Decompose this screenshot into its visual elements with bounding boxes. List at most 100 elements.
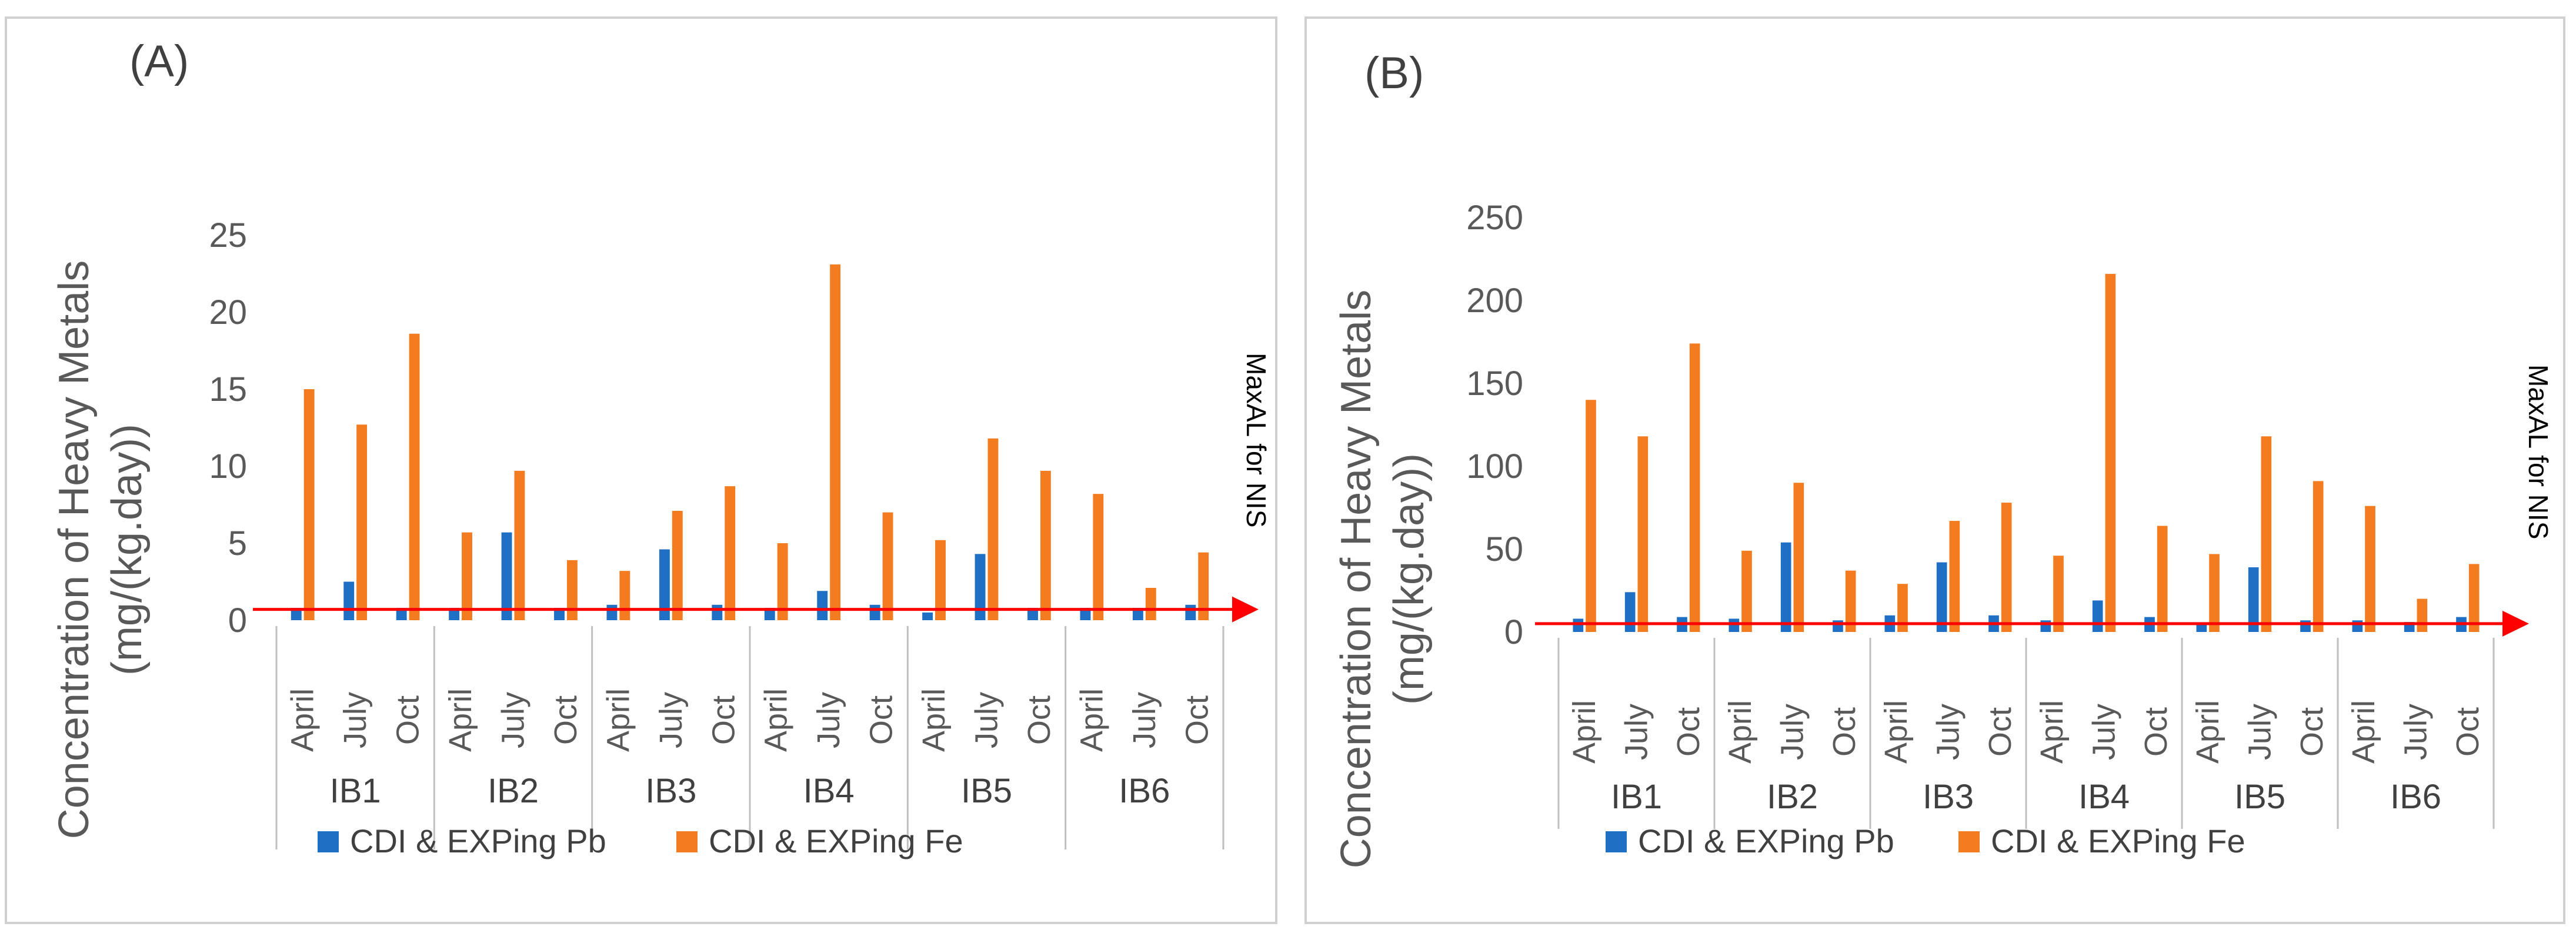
x-tick-label-month: Oct bbox=[1983, 707, 2018, 757]
bar-pb bbox=[922, 612, 933, 620]
bar-fe bbox=[1741, 550, 1752, 632]
bar-pb bbox=[396, 608, 407, 620]
x-tick-label-month: July bbox=[2398, 704, 2434, 760]
legend: CDI & EXPing Pb CDI & EXPing Fe bbox=[1606, 822, 2245, 859]
legend-swatch-pb bbox=[318, 831, 339, 852]
bar-fe bbox=[2105, 273, 2116, 632]
bar-pb bbox=[343, 581, 355, 620]
legend-label-fe: CDI & EXPing Fe bbox=[1991, 822, 2245, 859]
reference-line bbox=[1535, 610, 2529, 637]
x-axis: April July Oct April July Oct April July Oct Apri… bbox=[1557, 638, 2495, 829]
x-tick-label-group: IB4 bbox=[2078, 778, 2130, 816]
x-tick-label-group: IB6 bbox=[1119, 772, 1170, 810]
y-axis-label: Concentration of Heavy Metals (mg/(kg.da… bbox=[51, 260, 151, 839]
y-tick-label: 5 bbox=[228, 524, 247, 563]
legend-swatch-pb bbox=[1606, 831, 1627, 852]
bar-fe bbox=[777, 543, 788, 620]
x-tick-label-month: July bbox=[1775, 704, 1810, 760]
x-tick-label-month: Oct bbox=[1022, 695, 1057, 745]
bar-fe bbox=[672, 510, 683, 620]
y-tick-label: 10 bbox=[209, 447, 247, 486]
bar-fe bbox=[1637, 436, 1649, 632]
bar-pb bbox=[449, 608, 460, 620]
bar-fe bbox=[882, 512, 893, 620]
bar-pb bbox=[1027, 608, 1038, 620]
x-tick-label-month: Oct bbox=[1671, 707, 1706, 757]
bar-pb bbox=[291, 608, 302, 620]
x-tick-label-month: Oct bbox=[548, 695, 583, 745]
bars bbox=[1573, 273, 2480, 632]
x-tick-label-month: April bbox=[2346, 700, 2381, 764]
bar-pb bbox=[1624, 592, 1636, 632]
x-tick-label-month: July bbox=[1127, 692, 1162, 748]
legend-label-pb: CDI & EXPing Pb bbox=[350, 822, 606, 859]
bar-pb bbox=[2092, 600, 2103, 632]
x-tick-label-month: April bbox=[759, 688, 794, 752]
x-tick-label-month: July bbox=[496, 692, 531, 748]
x-tick-label-month: April bbox=[2190, 700, 2225, 764]
y-axis-label: Concentration of Heavy Metals (mg/(kg.da… bbox=[1333, 290, 1433, 868]
bar-fe bbox=[619, 571, 630, 620]
bar-fe bbox=[1145, 587, 1156, 620]
chart-frame bbox=[1304, 16, 2565, 924]
y-tick-label: 0 bbox=[1504, 613, 1523, 651]
bar-fe bbox=[566, 560, 578, 620]
reference-line-arrowhead bbox=[2502, 610, 2529, 637]
x-tick-label-month: Oct bbox=[706, 695, 741, 745]
x-tick-label-month: April bbox=[285, 688, 321, 752]
x-tick-label-month: July bbox=[653, 692, 689, 748]
x-tick-label-month: July bbox=[2243, 704, 2278, 760]
x-tick-label-month: April bbox=[916, 688, 952, 752]
panel-label: (A) bbox=[129, 36, 189, 86]
bar-pb bbox=[1185, 604, 1196, 620]
bar-fe bbox=[1897, 584, 1908, 632]
y-tick-label: 150 bbox=[1466, 364, 1523, 403]
y-ticks: 0 50 100 150 200 250 bbox=[1466, 199, 1523, 651]
x-tick-label-month: July bbox=[969, 692, 1005, 748]
bar-fe bbox=[1093, 494, 1104, 620]
x-tick-label-month: April bbox=[1723, 700, 1758, 764]
bar-fe bbox=[1586, 400, 1596, 632]
bar-pb bbox=[2300, 620, 2311, 632]
chart-b: (B) Concentration of Heavy Metals (mg/(k… bbox=[1304, 16, 2565, 924]
bar-fe bbox=[1793, 483, 1804, 632]
bar-fe bbox=[2468, 564, 2480, 632]
x-tick-label-group: IB6 bbox=[2390, 778, 2441, 816]
x-tick-label-month: April bbox=[1878, 700, 1914, 764]
reference-line-arrowhead bbox=[1232, 596, 1259, 623]
bar-pb bbox=[2352, 620, 2363, 632]
y-axis-label-line2: (mg/(kg.day)) bbox=[1386, 453, 1433, 705]
bar-pb bbox=[869, 604, 880, 620]
chart-panel-a: (A) Concentration of Heavy Metals (mg/(k… bbox=[5, 16, 1277, 924]
x-tick-label-month: July bbox=[338, 692, 373, 748]
reference-line bbox=[253, 596, 1259, 623]
bar-pb bbox=[1729, 618, 1740, 632]
x-tick-label-month: Oct bbox=[2138, 707, 2174, 757]
bar-fe bbox=[462, 532, 472, 620]
bar-fe bbox=[2157, 526, 2168, 632]
bar-fe bbox=[303, 389, 315, 620]
bar-fe bbox=[409, 333, 420, 620]
bar-pb bbox=[2196, 623, 2207, 632]
x-tick-label-month: July bbox=[811, 692, 846, 748]
x-tick-label-group: IB5 bbox=[2234, 778, 2285, 816]
x-tick-label-month: Oct bbox=[1827, 707, 1862, 757]
bar-fe bbox=[725, 486, 736, 620]
x-tick-label-month: April bbox=[600, 688, 636, 752]
panel-label: (B) bbox=[1364, 48, 1424, 98]
x-tick-label-month: Oct bbox=[2294, 707, 2330, 757]
x-tick-label-month: April bbox=[443, 688, 478, 752]
legend-label-pb: CDI & EXPing Pb bbox=[1638, 822, 1894, 859]
chart-a: (A) Concentration of Heavy Metals (mg/(k… bbox=[5, 16, 1277, 924]
bar-fe bbox=[2001, 503, 2012, 632]
bar-pb bbox=[712, 604, 723, 620]
reference-line-label: MaxAL for NIS bbox=[2523, 364, 2554, 539]
bar-pb bbox=[1573, 618, 1584, 632]
legend-swatch-fe bbox=[676, 831, 698, 852]
bar-pb bbox=[554, 608, 565, 620]
y-tick-label: 25 bbox=[209, 216, 247, 255]
bar-pb bbox=[975, 554, 986, 620]
x-tick-label-group: IB4 bbox=[803, 772, 855, 810]
y-axis-label-line1: Concentration of Heavy Metals bbox=[51, 260, 98, 839]
bar-pb bbox=[1780, 542, 1791, 632]
